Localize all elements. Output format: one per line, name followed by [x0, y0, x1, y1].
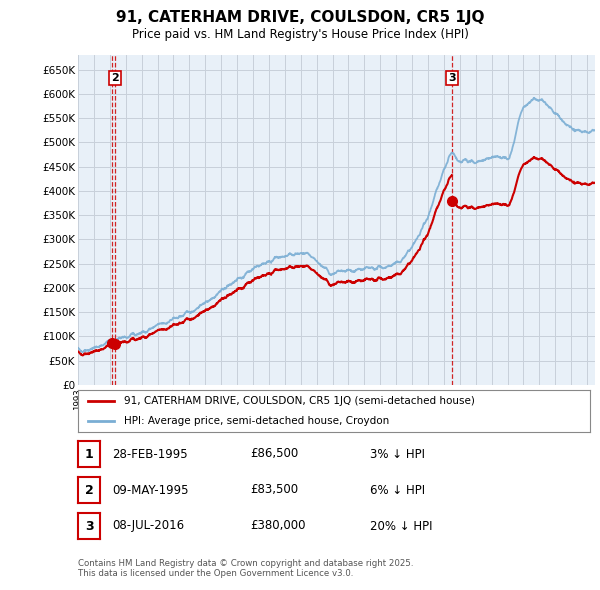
Text: 91, CATERHAM DRIVE, COULSDON, CR5 1JQ (semi-detached house): 91, CATERHAM DRIVE, COULSDON, CR5 1JQ (s… — [124, 396, 475, 407]
Text: 6% ↓ HPI: 6% ↓ HPI — [370, 483, 425, 497]
Text: 28-FEB-1995: 28-FEB-1995 — [112, 447, 188, 461]
Text: 1: 1 — [85, 447, 94, 461]
Text: 3: 3 — [85, 520, 94, 533]
Text: Contains HM Land Registry data © Crown copyright and database right 2025.
This d: Contains HM Land Registry data © Crown c… — [78, 559, 413, 578]
Text: 3: 3 — [448, 73, 456, 83]
Text: 2: 2 — [85, 483, 94, 497]
Text: 08-JUL-2016: 08-JUL-2016 — [112, 520, 184, 533]
Text: 3% ↓ HPI: 3% ↓ HPI — [370, 447, 425, 461]
Text: £380,000: £380,000 — [250, 520, 305, 533]
Text: 20% ↓ HPI: 20% ↓ HPI — [370, 520, 433, 533]
Text: HPI: Average price, semi-detached house, Croydon: HPI: Average price, semi-detached house,… — [124, 416, 389, 425]
Text: £83,500: £83,500 — [250, 483, 298, 497]
Text: 2: 2 — [112, 73, 119, 83]
Text: £86,500: £86,500 — [250, 447, 298, 461]
Text: 91, CATERHAM DRIVE, COULSDON, CR5 1JQ: 91, CATERHAM DRIVE, COULSDON, CR5 1JQ — [116, 10, 484, 25]
Text: 09-MAY-1995: 09-MAY-1995 — [112, 483, 188, 497]
Text: Price paid vs. HM Land Registry's House Price Index (HPI): Price paid vs. HM Land Registry's House … — [131, 28, 469, 41]
